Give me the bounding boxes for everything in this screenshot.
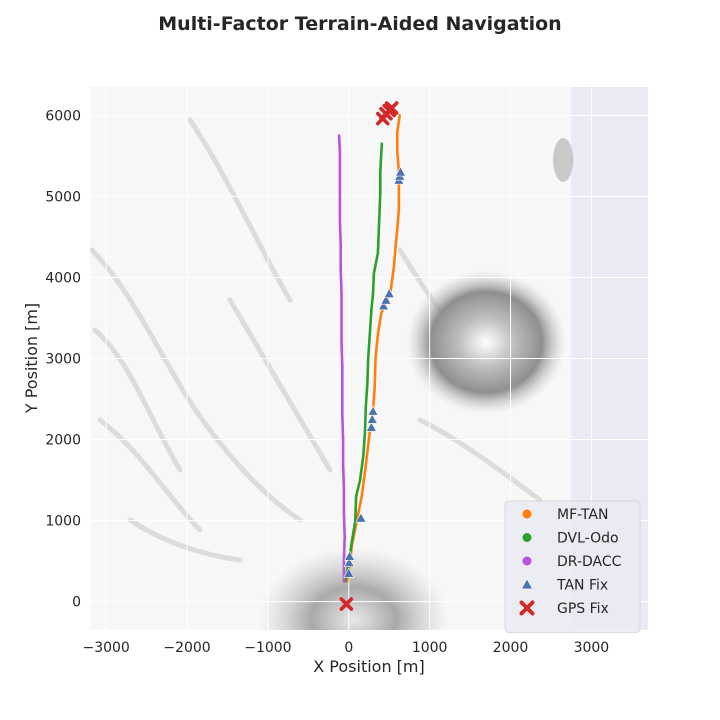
y-tick-label: 3000	[45, 352, 81, 368]
dvl-odo-trajectory	[344, 142, 384, 583]
y-axis-label: Y Position [m]	[22, 303, 41, 414]
x-tick-labels: −3000 −2000 −1000 0 1000 2000 3000	[82, 640, 609, 656]
legend-label-dvl-odo: DVL-Odo	[557, 531, 619, 547]
terrain-crater	[258, 547, 449, 630]
legend-marker-mf-tan	[522, 509, 532, 519]
gps-fix-point	[384, 101, 399, 115]
tan-fix-point	[366, 413, 378, 424]
tan-fix-point	[395, 166, 407, 177]
series-layer	[337, 101, 407, 611]
y-tick-label: 1000	[45, 514, 81, 530]
gps-fix-point	[339, 597, 354, 611]
y-tick-labels: 0 1000 2000 3000 4000 5000 6000	[45, 108, 81, 610]
tan-fix-point	[343, 557, 355, 568]
y-tick-label: 4000	[45, 270, 81, 286]
legend-label-dr-dacc: DR-DACC	[557, 554, 622, 570]
tan-fix-point	[365, 421, 377, 432]
terrain-ridge	[417, 417, 543, 503]
tan-fix-point	[380, 294, 392, 305]
terrain-depression	[406, 270, 567, 415]
chart-title: Multi-Factor Terrain-Aided Navigation	[158, 13, 561, 35]
x-axis-label: X Position [m]	[313, 657, 425, 676]
series-dr-dacc	[337, 134, 346, 583]
series-gps-fix	[339, 101, 399, 611]
y-tick-label: 5000	[45, 189, 81, 205]
tan-fix-point	[343, 567, 355, 578]
series-dvl-odo	[344, 142, 384, 583]
tan-fix-point	[378, 300, 390, 311]
tan-fix-point	[383, 288, 395, 298]
terrain-ridge	[90, 247, 303, 523]
legend-label-gps-fix: GPS Fix	[557, 601, 609, 617]
y-tick-label: 2000	[45, 433, 81, 449]
x-tick-label: 0	[344, 640, 353, 656]
x-tick-label: 1000	[412, 640, 448, 656]
terrain-feature	[553, 137, 574, 182]
legend-marker-dvl-odo	[522, 533, 532, 542]
tan-fix-point	[344, 550, 356, 561]
legend-marker-gps-fix	[519, 600, 535, 616]
legend-marker-dr-dacc	[522, 556, 532, 566]
terrain-map	[90, 87, 574, 630]
dr-dacc-trajectory	[337, 134, 346, 583]
legend: MF-TAN DVL-Odo DR-DACC TAN Fix GPS Fix	[504, 500, 641, 633]
y-tick-label: 0	[72, 595, 81, 611]
series-mf-tan	[345, 114, 401, 583]
legend-marker-tan-fix	[520, 578, 534, 590]
terrain-ridge	[227, 297, 333, 473]
x-tick-label: −1000	[244, 640, 291, 656]
tan-fix-point	[355, 512, 367, 523]
x-tick-label: 2000	[493, 640, 529, 656]
series-tan-fix	[343, 166, 407, 578]
terrain-ridge	[127, 517, 243, 563]
mf-tan-trajectory	[345, 114, 401, 583]
legend-label-mf-tan: MF-TAN	[557, 507, 608, 523]
tan-fix-point	[367, 405, 379, 416]
legend-frame	[504, 500, 641, 633]
x-tick-label: 3000	[574, 640, 610, 656]
terrain-ridge	[97, 417, 203, 533]
x-tick-label: −3000	[82, 640, 129, 656]
legend-label-tan-fix: TAN Fix	[556, 578, 608, 594]
terrain-ridge	[187, 117, 293, 303]
x-tick-label: −2000	[163, 640, 210, 656]
y-tick-label: 6000	[45, 108, 81, 124]
